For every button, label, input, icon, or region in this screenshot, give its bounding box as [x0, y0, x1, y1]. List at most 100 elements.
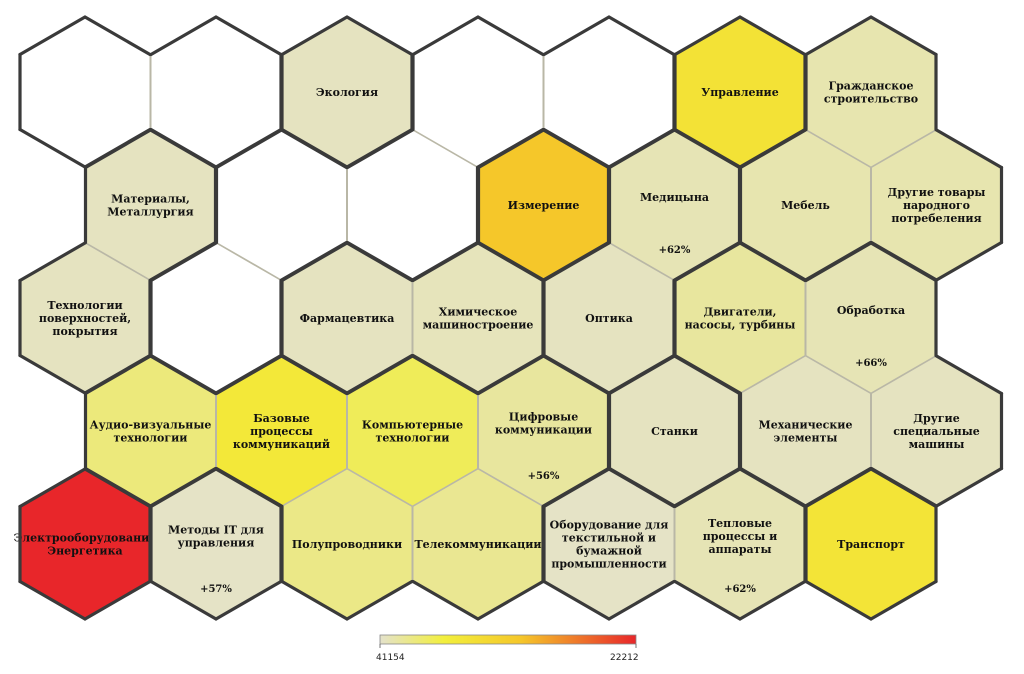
cluster-border-segment: [148, 354, 218, 396]
cluster-border-segment: [83, 579, 152, 621]
cluster-border-segment: [804, 467, 873, 509]
hex-cell-label: Механические элементы: [759, 419, 853, 445]
cluster-border-segment: [83, 354, 153, 396]
hex-cell-label: Другие товары народного потребеления: [888, 186, 986, 225]
hex-cell-percent: +62%: [724, 584, 756, 595]
cluster-border-segment: [214, 354, 284, 396]
cluster-border-segment: [83, 467, 152, 509]
hex-cell: Двигатели, насосы, турбины: [674, 242, 806, 394]
hex-cell-label: Управление: [701, 86, 778, 99]
cluster-border-segment: [214, 128, 284, 170]
cluster-border-segment: [411, 579, 480, 621]
cluster-border-segment: [673, 15, 742, 57]
hex-cell: Полупроводники: [281, 468, 413, 620]
cluster-border-segment: [345, 579, 414, 621]
hex-cell: Цифровые коммуникации +56%: [478, 355, 609, 507]
hex-cell: Экология: [281, 16, 413, 168]
hex-cell: Обработка +66%: [805, 242, 937, 394]
cluster-border-segment: [607, 579, 676, 621]
hex-cell-label: Телекоммуникации: [414, 538, 541, 551]
cluster-border-segment: [18, 467, 87, 509]
hex-cell-label: Полупроводники: [292, 538, 402, 551]
hex-cell-label: Методы IT для управления: [168, 524, 264, 550]
cluster-border-segment: [934, 354, 1004, 396]
hex-cell: Аудио-визуальные технологии: [85, 355, 216, 507]
cluster-border-segment: [149, 241, 218, 283]
cluster-border-segment: [738, 241, 807, 283]
cluster-border-segment: [804, 15, 873, 57]
cluster-border-segment: [673, 579, 742, 621]
cluster-border-segment: [869, 579, 938, 621]
cluster-border-segment: [476, 15, 545, 57]
hex-cell-percent: +56%: [528, 471, 560, 482]
cluster-border-segment: [279, 128, 349, 170]
cluster-border-segment: [542, 15, 611, 57]
cluster-border-segment: [18, 241, 87, 283]
cluster-border-segment: [149, 15, 218, 57]
cluster-border-segment: [345, 128, 415, 170]
color-scale: 41154 22212: [376, 634, 639, 663]
color-scale-max-label: 22212: [610, 653, 639, 663]
cluster-border-segment: [934, 466, 1004, 508]
cluster-border-segment: [83, 128, 153, 170]
cluster-borders: [18, 15, 1004, 621]
cluster-border-segment: [869, 467, 938, 509]
cluster-border-segment: [804, 579, 873, 621]
cluster-border-segment: [738, 467, 807, 509]
cluster-border-segment: [672, 354, 742, 396]
cluster-border-segment: [279, 354, 349, 396]
hex-cell: Оборудование для текстильной и бумажной про…: [543, 468, 675, 620]
hex-cell-percent: +57%: [200, 584, 232, 595]
hex-cell-label: Двигатели, насосы, турбины: [685, 306, 796, 332]
hex-cell: Телекоммуникации: [412, 468, 544, 620]
hex-cell-label: Другие специальные машины: [893, 412, 979, 451]
cluster-border-segment: [148, 128, 218, 170]
cluster-border-segment: [738, 579, 807, 621]
hex-cell: Медицына +62%: [609, 129, 740, 281]
cluster-border-segment: [934, 240, 1004, 282]
cluster-border-segment: [149, 579, 218, 621]
hex-cell-label: Тепловые процессы и аппараты: [703, 517, 778, 556]
hex-cell-label: Оптика: [585, 312, 633, 325]
hex-cell-label: Транспорт: [837, 538, 905, 551]
hex-cell-label: Фармацевтика: [300, 312, 395, 325]
cluster-border-segment: [18, 353, 87, 395]
cluster-border-segment: [607, 467, 676, 509]
cluster-border-segment: [673, 467, 742, 509]
hex-cell-label: Гражданское строительство: [824, 80, 918, 106]
cluster-border-segment: [476, 128, 546, 170]
cluster-border-segment: [345, 241, 414, 283]
hex-cell: Другие товары народного потребеления: [871, 129, 1002, 281]
cluster-border-segment: [673, 241, 742, 283]
cluster-border-segment: [214, 467, 283, 509]
cluster-border-segment: [607, 128, 677, 170]
hex-cell: Тепловые процессы и аппараты +62%: [674, 468, 806, 620]
cluster-border-segment: [541, 128, 611, 170]
cluster-border-segment: [934, 128, 1004, 170]
hex-cell-label: Станки: [651, 425, 698, 438]
cluster-border-segment: [280, 15, 349, 57]
cluster-border-segment: [607, 15, 676, 57]
hex-cell-label: Технологии поверхностей, покрытия: [39, 299, 131, 338]
hex-cell-label: Электрооборудование Энергетика: [14, 532, 157, 558]
hex-cell-label: Химическое машиностроение: [423, 306, 534, 332]
hex-cell: Базовые процессы коммуникаций: [216, 355, 347, 507]
cluster-border-segment: [542, 579, 611, 621]
cluster-border-segment: [410, 354, 480, 396]
cluster-border-segment: [214, 15, 283, 57]
hex-cell-label: Аудио-визуальные технологии: [90, 419, 212, 445]
hex-cell-label: Медицына: [640, 191, 709, 204]
cluster-border-segment: [476, 354, 546, 396]
color-scale-bar: [379, 634, 637, 645]
hex-cell-label: Мебель: [781, 199, 830, 212]
cluster-border-segment: [280, 241, 349, 283]
cluster-border-segment: [345, 15, 414, 57]
hex-cell-label: Обработка: [837, 304, 905, 317]
color-scale-min-label: 41154: [376, 653, 405, 663]
hex-cell-percent: +66%: [855, 358, 887, 369]
cluster-border-segment: [411, 241, 480, 283]
hex-cell: Оптика: [543, 242, 675, 394]
cluster-border-segment: [672, 128, 742, 170]
hex-cell-label: Экология: [316, 86, 378, 99]
cluster-border-segment: [476, 241, 545, 283]
